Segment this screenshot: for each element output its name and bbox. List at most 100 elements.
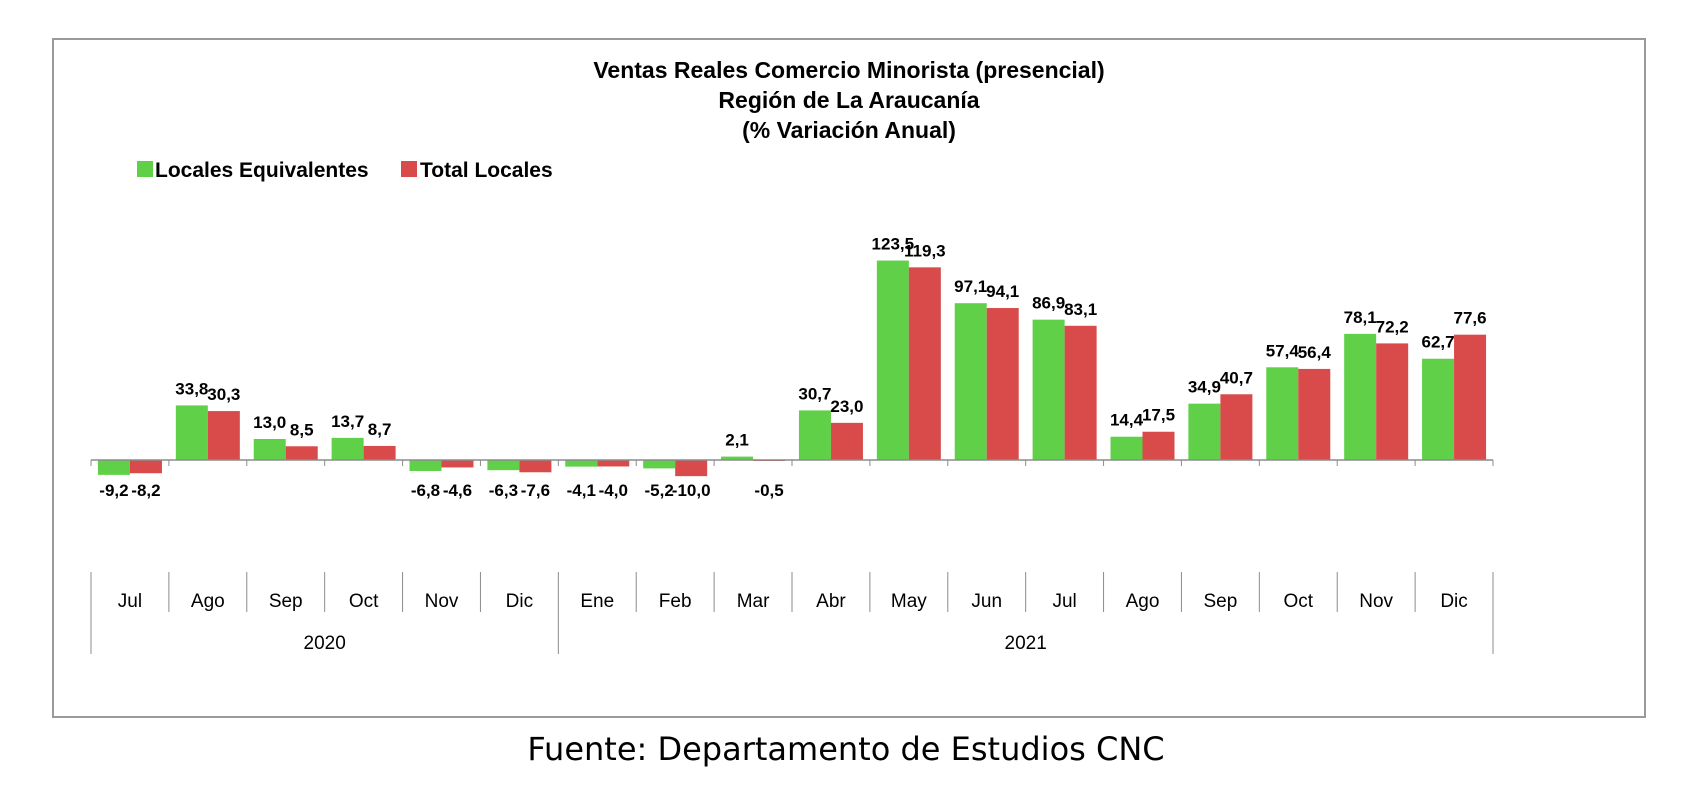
source-note: Fuente: Departamento de Estudios CNC — [527, 730, 1165, 768]
data-label-total-locales-12: 83,1 — [1064, 300, 1097, 319]
data-label-total-locales-9: 23,0 — [830, 397, 863, 416]
chart-title-line-1: Ventas Reales Comercio Minorista (presen… — [593, 57, 1104, 83]
bar-total-locales-16 — [1376, 343, 1409, 460]
bar-locales-equivalentes-11 — [954, 303, 987, 460]
bar-total-locales-13 — [1142, 431, 1175, 460]
data-label-total-locales-15: 56,4 — [1298, 343, 1332, 362]
data-label-locales-equivalentes-9: 30,7 — [798, 384, 831, 403]
bar-total-locales-3 — [363, 445, 396, 460]
bar-total-locales-5 — [519, 460, 552, 473]
bar-total-locales-1 — [207, 411, 240, 460]
category-label-12: Jul — [1052, 591, 1076, 612]
category-label-4: Nov — [425, 591, 459, 612]
legend-label-total-locales: Total Locales — [420, 159, 553, 182]
year-label-2020: 2020 — [304, 633, 346, 654]
bar-locales-equivalentes-15 — [1266, 367, 1299, 460]
bar-locales-equivalentes-6 — [565, 460, 598, 467]
legend-label-locales-equivalentes: Locales Equivalentes — [155, 159, 369, 182]
data-label-total-locales-17: 77,6 — [1454, 309, 1487, 328]
data-labels-group: -9,2 -8,2 33,830,3 13,0 8,5 13,7 8,7 -6,8 -4,6 -6… — [99, 235, 1486, 500]
data-label-locales-equivalentes-12: 86,9 — [1032, 294, 1065, 313]
chart-title-line-3: (% Variación Anual) — [742, 117, 956, 143]
bar-total-locales-15 — [1298, 368, 1331, 460]
x-axis-ticks — [90, 460, 1494, 654]
category-label-0: Jul — [118, 591, 142, 612]
bar-locales-equivalentes-10 — [876, 260, 909, 460]
category-label-5: Dic — [506, 591, 533, 612]
data-label-total-locales-8: -0,5 — [754, 481, 783, 500]
data-label-locales-equivalentes-3: 13,7 — [331, 412, 364, 431]
data-label-total-locales-11: 94,1 — [986, 282, 1019, 301]
category-label-17: Dic — [1440, 591, 1467, 612]
data-label-total-locales-10: 119,3 — [904, 241, 946, 260]
category-label-13: Ago — [1126, 591, 1160, 612]
chart-frame: Ventas Reales Comercio Minorista (presen… — [52, 38, 1646, 718]
data-label-total-locales-16: 72,2 — [1376, 317, 1409, 336]
bar-locales-equivalentes-17 — [1422, 358, 1455, 460]
category-label-15: Oct — [1283, 591, 1313, 612]
data-label-locales-equivalentes-2: 13,0 — [253, 413, 286, 432]
year-labels: 2020 2021 — [304, 633, 1047, 654]
category-label-14: Sep — [1203, 591, 1237, 612]
bar-total-locales-14 — [1220, 394, 1253, 460]
category-label-11: Jun — [971, 591, 1002, 612]
data-label-locales-equivalentes-11: 97,1 — [954, 277, 987, 296]
bar-chart: Ventas Reales Comercio Minorista (presen… — [90, 57, 1494, 654]
category-label-9: Abr — [816, 591, 846, 612]
data-label-locales-equivalentes-4: -6,8 — [411, 481, 440, 500]
data-label-total-locales-2: 8,5 — [290, 420, 314, 439]
bars-group — [97, 260, 1487, 477]
data-label-locales-equivalentes-10: 123,5 — [872, 235, 915, 254]
year-label-2021: 2021 — [1005, 633, 1047, 654]
data-label-locales-equivalentes-7: -5,2 — [645, 481, 674, 500]
bar-locales-equivalentes-2 — [253, 439, 286, 460]
category-label-8: Mar — [737, 591, 770, 612]
data-label-locales-equivalentes-15: 57,4 — [1266, 341, 1300, 360]
data-label-total-locales-3: 8,7 — [368, 420, 392, 439]
legend-swatch-total-locales — [401, 161, 417, 177]
bar-total-locales-4 — [441, 460, 474, 468]
data-label-total-locales-6: -4,0 — [599, 481, 628, 500]
bar-total-locales-9 — [830, 422, 863, 460]
data-label-total-locales-0: -8,2 — [131, 481, 160, 500]
bar-total-locales-17 — [1454, 334, 1487, 460]
category-label-10: May — [891, 591, 927, 612]
bar-total-locales-6 — [597, 460, 630, 467]
category-labels: Jul Ago Sep Oct Nov Dic Ene Feb Mar Abr May Jun Jul A… — [118, 591, 1468, 612]
data-label-locales-equivalentes-8: 2,1 — [725, 431, 749, 450]
bar-locales-equivalentes-4 — [409, 460, 442, 471]
bar-locales-equivalentes-8 — [721, 456, 754, 460]
data-label-locales-equivalentes-0: -9,2 — [99, 481, 128, 500]
bar-locales-equivalentes-5 — [487, 460, 520, 471]
legend: Locales Equivalentes Total Locales — [137, 159, 553, 182]
data-label-locales-equivalentes-17: 62,7 — [1422, 333, 1455, 352]
category-label-2: Sep — [269, 591, 303, 612]
category-label-7: Feb — [659, 591, 692, 612]
data-label-total-locales-13: 17,5 — [1142, 406, 1175, 425]
bar-locales-equivalentes-1 — [175, 405, 208, 460]
data-label-total-locales-4: -4,6 — [443, 481, 472, 500]
data-label-locales-equivalentes-6: -4,1 — [567, 481, 596, 500]
data-label-locales-equivalentes-16: 78,1 — [1344, 308, 1377, 327]
bar-locales-equivalentes-13 — [1110, 436, 1143, 460]
data-label-locales-equivalentes-5: -6,3 — [489, 481, 518, 500]
legend-swatch-locales-equivalentes — [137, 161, 153, 177]
bar-total-locales-11 — [986, 308, 1019, 460]
data-label-total-locales-1: 30,3 — [207, 385, 240, 404]
chart-title-line-2: Región de La Araucanía — [718, 87, 979, 113]
category-label-3: Oct — [349, 591, 379, 612]
data-label-locales-equivalentes-13: 14,4 — [1110, 411, 1144, 430]
data-label-locales-equivalentes-1: 33,8 — [175, 379, 208, 398]
bar-locales-equivalentes-7 — [643, 460, 676, 469]
bar-total-locales-2 — [285, 446, 318, 460]
bar-locales-equivalentes-12 — [1032, 319, 1065, 460]
data-label-total-locales-14: 40,7 — [1220, 368, 1253, 387]
category-label-6: Ene — [580, 591, 614, 612]
bar-total-locales-7 — [675, 460, 708, 477]
category-label-16: Nov — [1359, 591, 1393, 612]
data-label-total-locales-5: -7,6 — [521, 481, 550, 500]
bar-total-locales-12 — [1064, 325, 1097, 460]
bar-total-locales-0 — [129, 460, 162, 474]
bar-total-locales-10 — [908, 267, 941, 460]
bar-locales-equivalentes-3 — [331, 437, 364, 460]
